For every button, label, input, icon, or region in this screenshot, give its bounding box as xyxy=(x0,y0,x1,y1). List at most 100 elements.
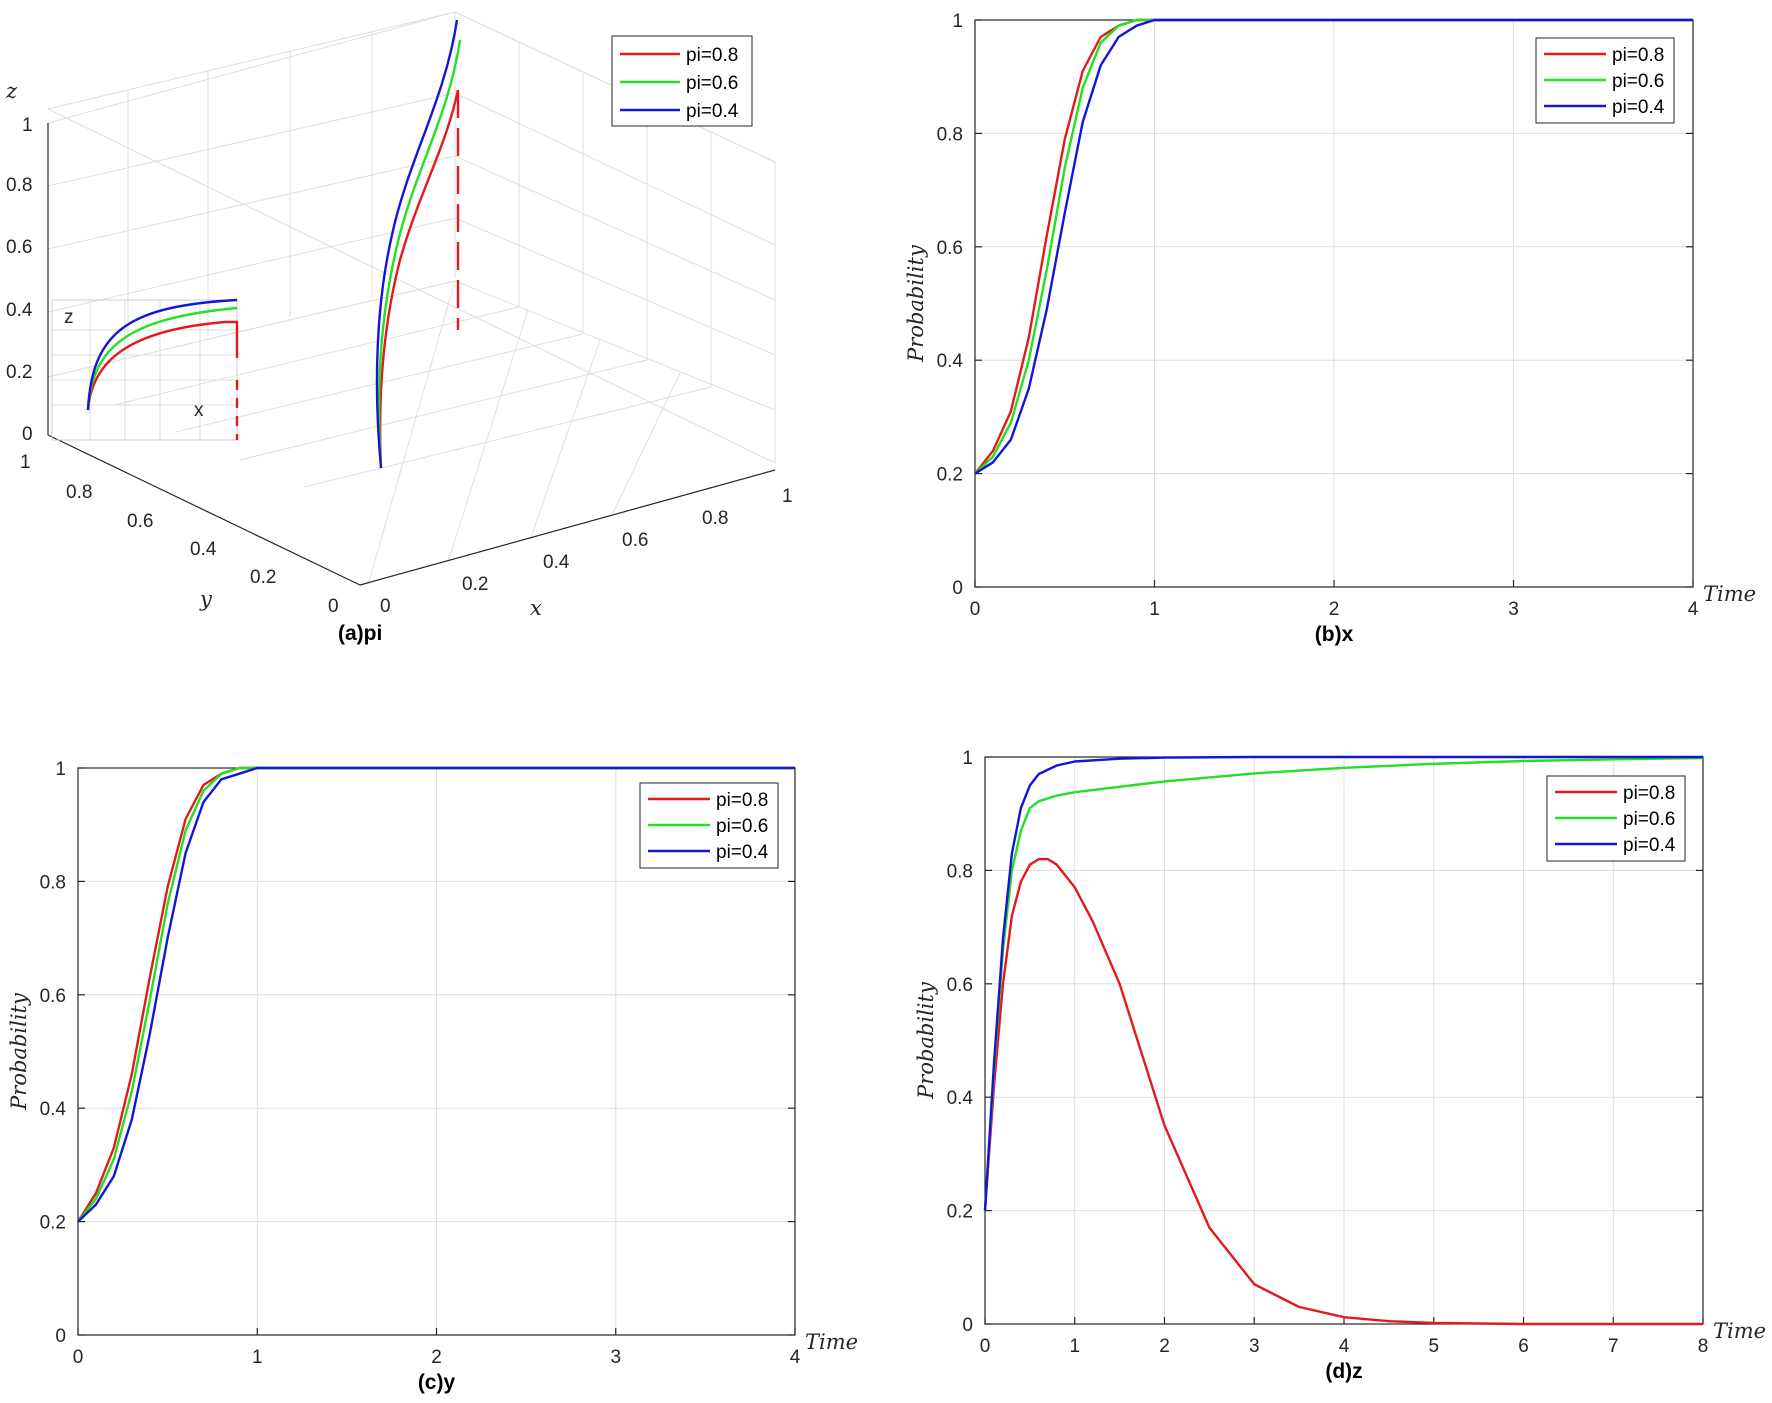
inset-curve-pi04 xyxy=(86,298,238,411)
a-xtick-3: 0.6 xyxy=(622,530,648,551)
inset-frame xyxy=(51,299,238,441)
a-legend: pi=0.8 pi=0.6 pi=0.4 xyxy=(611,35,753,127)
d-xlabel: Time xyxy=(1713,1319,1766,1343)
d-ylabel: Probability xyxy=(914,981,938,1100)
x-axis-line xyxy=(359,469,776,586)
a-legend-text-2: pi=0.4 xyxy=(686,101,739,122)
c-caption: (c)y xyxy=(418,1371,456,1394)
c-xlabel: Time xyxy=(805,1330,858,1354)
c-legend-text-2: pi=0.4 xyxy=(716,842,769,863)
b-xtick-label-3: 3 xyxy=(1508,599,1519,620)
b-xtick-label-4: 4 xyxy=(1688,599,1699,620)
a-ytick-4: 0.8 xyxy=(66,482,92,503)
d-ytick-label-0: 0 xyxy=(962,1315,973,1336)
b-caption: (b)x xyxy=(1315,623,1354,646)
d-xtick-label-1: 1 xyxy=(1069,1336,1080,1357)
d-xtick-label-0: 0 xyxy=(980,1336,991,1357)
d-series-1 xyxy=(983,756,1704,1211)
panel-d-line-chart: 0 1 2 3 4 5 6 7 8 0 0.2 0.4 0.6 0.8 1 Time Probability (d… xyxy=(914,748,1766,1383)
a-ytick-5: 1 xyxy=(20,452,31,473)
d-legend: pi=0.8 pi=0.6 pi=0.4 xyxy=(1546,775,1686,862)
b-legend-text-1: pi=0.6 xyxy=(1612,71,1664,92)
d-xtick-label-6: 6 xyxy=(1518,1336,1529,1357)
a-ytick-1: 0.2 xyxy=(250,567,276,588)
b-ytick-label-0: 0 xyxy=(952,578,963,599)
d-ytick-label-4: 0.8 xyxy=(947,861,973,882)
d-xtick-label-4: 4 xyxy=(1339,1336,1350,1357)
c-series-2 xyxy=(77,766,795,1223)
b-legend: pi=0.8 pi=0.6 pi=0.4 xyxy=(1535,37,1675,124)
d-caption: (d)z xyxy=(1325,1360,1362,1383)
b-ytick-label-4: 0.8 xyxy=(937,124,963,145)
d-xtick-label-2: 2 xyxy=(1159,1336,1170,1357)
b-ytick-label-5: 1 xyxy=(952,11,963,32)
c-xtick-label-0: 0 xyxy=(73,1347,84,1368)
a-ylabel: y xyxy=(199,587,213,611)
floor-grid-9 xyxy=(610,372,681,518)
panel-c-line-chart: 0 1 2 3 4 0 0.2 0.4 0.6 0.8 1 Time Probability (c)y pi… xyxy=(7,759,858,1394)
b-legend-text-2: pi=0.4 xyxy=(1612,97,1665,118)
d-xtick-label-5: 5 xyxy=(1428,1336,1439,1357)
c-legend-text-0: pi=0.8 xyxy=(716,790,768,811)
c-xtick-label-2: 2 xyxy=(431,1347,442,1368)
back-grid-z08 xyxy=(47,92,456,187)
a-ytick-0: 0 xyxy=(328,596,339,617)
d-series-2 xyxy=(983,755,1703,1211)
inset-xlabel: x xyxy=(194,400,204,421)
a-legend-text-1: pi=0.6 xyxy=(686,73,738,94)
d-ytick-label-3: 0.6 xyxy=(947,975,973,996)
c-ylabel: Probability xyxy=(7,992,31,1111)
d-ytick-label-1: 0.2 xyxy=(947,1202,973,1223)
inset-curve-pi08 xyxy=(86,320,239,411)
floor-grid-2 xyxy=(113,306,520,406)
c-ytick-label-2: 0.4 xyxy=(40,1099,67,1120)
floor-grid-5 xyxy=(303,386,712,488)
a-curve-pi08 xyxy=(378,89,460,469)
a-ztick-1: 0.2 xyxy=(6,362,32,383)
d-xtick-label-3: 3 xyxy=(1249,1336,1260,1357)
back-grid-z04 xyxy=(47,217,456,313)
right-grid-z06 xyxy=(454,155,776,301)
a-xtick-5: 1 xyxy=(782,486,793,507)
right-grid-z02 xyxy=(454,280,776,411)
b-xlabel: Time xyxy=(1703,582,1756,606)
right-grid-z04 xyxy=(454,217,776,356)
floor-grid-4 xyxy=(239,359,648,461)
b-ytick-label-3: 0.6 xyxy=(937,238,963,259)
panel-b-line-chart: 0 1 2 3 4 0 0.2 0.4 0.6 0.8 1 Time Probability (b)x pi… xyxy=(904,11,1756,646)
floor-grid-8 xyxy=(529,339,601,541)
d-ytick-label-5: 1 xyxy=(962,748,973,769)
d-legend-text-0: pi=0.8 xyxy=(1623,783,1675,804)
a-ztick-5: 1 xyxy=(22,115,33,136)
floor-grid-6 xyxy=(367,280,456,586)
b-ylabel: Probability xyxy=(904,244,928,363)
b-ytick-label-2: 0.4 xyxy=(937,351,964,372)
d-ytick-label-2: 0.4 xyxy=(947,1088,974,1109)
a-curve-pi06 xyxy=(377,39,462,469)
y-axis-line xyxy=(47,434,361,586)
d-legend-text-2: pi=0.4 xyxy=(1623,835,1676,856)
a-ztick-0: 0 xyxy=(22,424,33,445)
d-legend-text-1: pi=0.6 xyxy=(1623,809,1675,830)
d-xtick-label-8: 8 xyxy=(1698,1336,1709,1357)
c-xtick-label-3: 3 xyxy=(610,1347,621,1368)
inset-zlabel: z xyxy=(64,307,74,328)
b-series-2 xyxy=(974,18,1693,475)
b-xtick-label-0: 0 xyxy=(970,599,981,620)
floor-grid-7 xyxy=(447,309,529,563)
a-curve-pi04 xyxy=(375,19,459,469)
a-caption: (a)pi xyxy=(338,622,382,645)
a-ytick-3: 0.6 xyxy=(127,511,153,532)
a-xtick-0: 0 xyxy=(380,596,391,617)
c-xtick-label-4: 4 xyxy=(790,1347,801,1368)
c-legend: pi=0.8 pi=0.6 pi=0.4 xyxy=(639,782,779,869)
b-xtick-label-2: 2 xyxy=(1329,599,1340,620)
right-grid-z08 xyxy=(454,92,776,246)
panel-a-3d-chart: 0 0.2 0.4 0.6 0.8 1 z 1 0.8 0.6 0.4 0.2 … xyxy=(5,11,793,645)
c-legend-text-1: pi=0.6 xyxy=(716,816,768,837)
back-grid-z06 xyxy=(47,155,456,250)
a-xlabel: x xyxy=(530,596,542,620)
back-grid-z1 xyxy=(47,11,456,124)
c-ytick-label-3: 0.6 xyxy=(40,986,66,1007)
